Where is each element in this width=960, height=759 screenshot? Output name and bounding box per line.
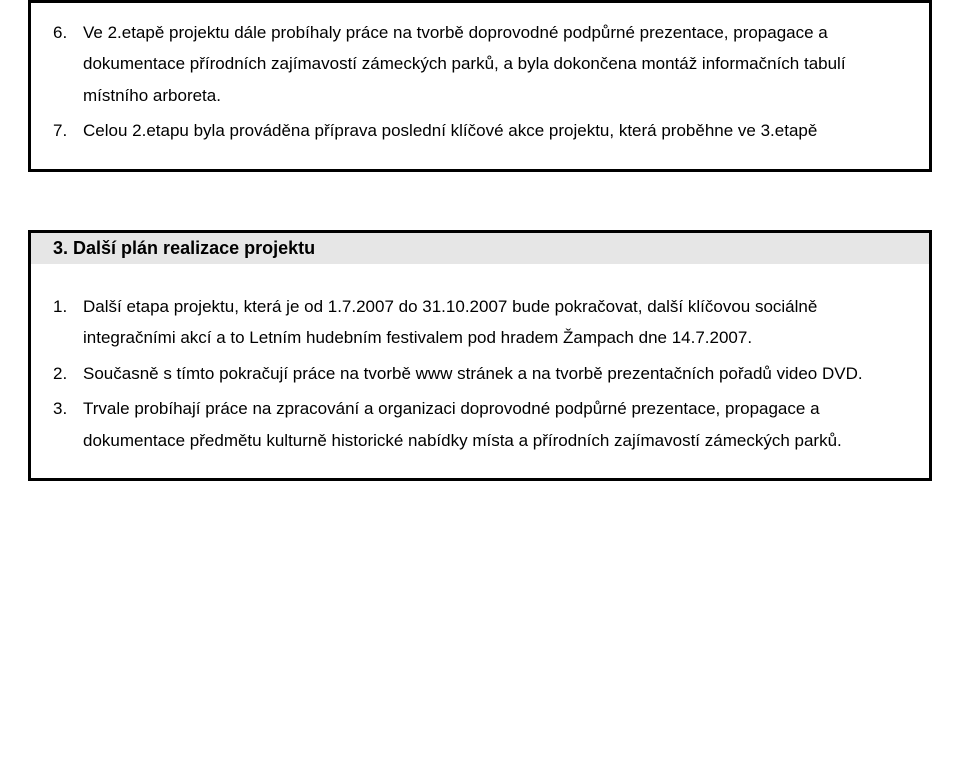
item-text: Další etapa projektu, která je od 1.7.20… [83, 297, 817, 347]
list-item: 6. Ve 2.etapě projektu dále probíhaly pr… [53, 17, 907, 111]
top-list: 6. Ve 2.etapě projektu dále probíhaly pr… [53, 17, 907, 147]
list-item: 1. Další etapa projektu, která je od 1.7… [53, 291, 907, 354]
section-title-text: Další plán realizace projektu [73, 238, 315, 258]
item-text: Celou 2.etapu byla prováděna příprava po… [83, 121, 817, 140]
section-title: 3. Další plán realizace projektu [53, 238, 315, 259]
document-page: 6. Ve 2.etapě projektu dále probíhaly pr… [0, 0, 960, 759]
item-text: Trvale probíhají práce na zpracování a o… [83, 399, 842, 449]
bottom-frame-body: 1. Další etapa projektu, která je od 1.7… [53, 247, 907, 456]
item-number: 2. [53, 358, 67, 389]
bottom-frame: 3. Další plán realizace projektu 1. Dalš… [28, 230, 932, 481]
item-number: 7. [53, 115, 67, 146]
section-number: 3. [53, 238, 68, 258]
item-number: 1. [53, 291, 67, 322]
list-item: 7. Celou 2.etapu byla prováděna příprava… [53, 115, 907, 146]
item-number: 3. [53, 393, 67, 424]
list-item: 3. Trvale probíhají práce na zpracování … [53, 393, 907, 456]
item-text: Ve 2.etapě projektu dále probíhaly práce… [83, 23, 846, 105]
list-item: 2. Současně s tímto pokračují práce na t… [53, 358, 907, 389]
item-text: Současně s tímto pokračují práce na tvor… [83, 364, 863, 383]
top-frame: 6. Ve 2.etapě projektu dále probíhaly pr… [28, 0, 932, 172]
section-title-bar: 3. Další plán realizace projektu [28, 230, 932, 264]
bottom-list: 1. Další etapa projektu, která je od 1.7… [53, 291, 907, 456]
item-number: 6. [53, 17, 67, 48]
